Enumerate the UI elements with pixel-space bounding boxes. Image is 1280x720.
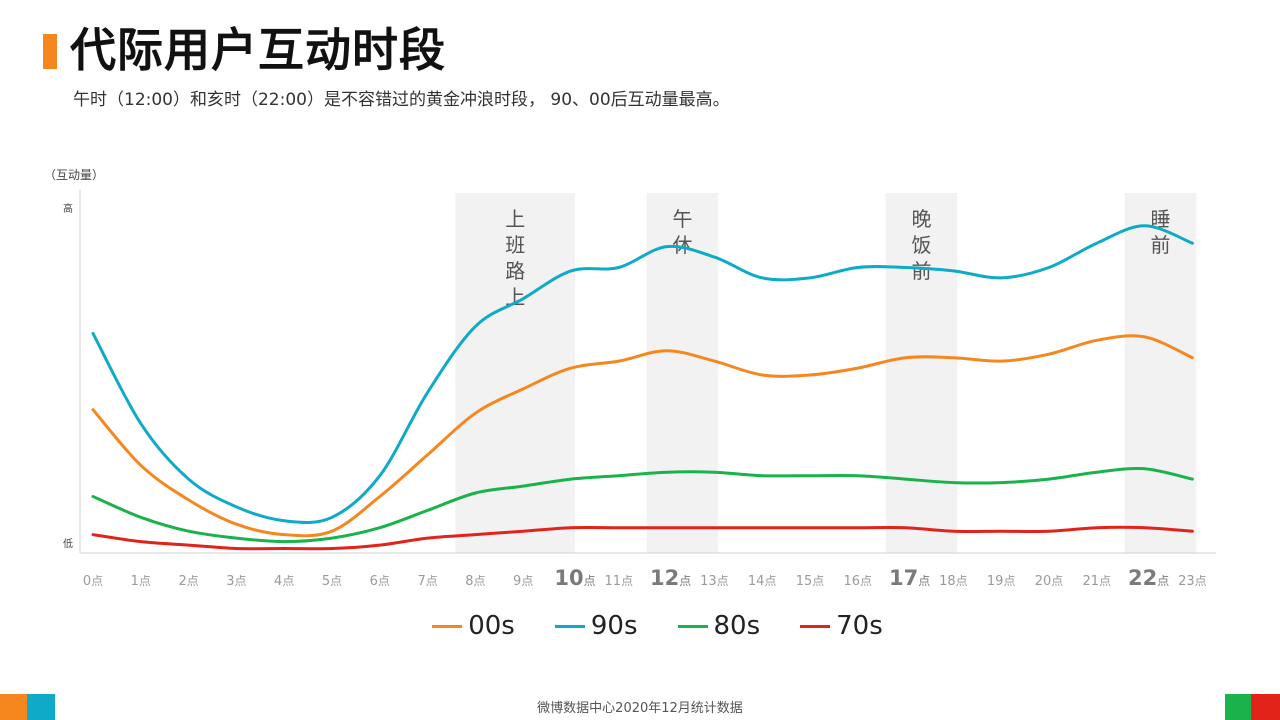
x-tick-label: 15点: [796, 574, 825, 589]
x-tick-label: 17点: [889, 566, 930, 590]
series-line-80s: [91, 466, 1194, 544]
legend-swatch: [800, 624, 831, 628]
x-tick-label: 18点: [939, 574, 968, 589]
x-tick-label: 4点: [274, 574, 294, 589]
band-label: 上: [505, 207, 525, 231]
legend-swatch: [677, 624, 708, 628]
legend-label: 00s: [468, 611, 515, 641]
corner-block-orange: [0, 694, 27, 720]
time-band: [885, 193, 958, 553]
x-tick-label: 5点: [322, 574, 342, 589]
legend-item-80s: 80s: [677, 611, 761, 641]
band-label: 睡: [1151, 207, 1171, 231]
x-tick-label: 16点: [844, 574, 873, 589]
band-label: 班: [505, 233, 525, 257]
band-label: 前: [912, 259, 932, 283]
legend-swatch: [432, 624, 463, 628]
series-line-70s: [91, 525, 1194, 551]
x-tick-label: 9点: [513, 574, 533, 589]
page-title: 代际用户互动时段: [70, 23, 446, 77]
x-tick-label: 13点: [700, 574, 729, 589]
x-tick-label: 14点: [748, 574, 777, 589]
band-label: 晚: [912, 207, 932, 231]
band-label: 路: [505, 259, 525, 283]
band-label: 午: [673, 207, 693, 231]
footer-source: 微博数据中心2020年12月统计数据: [537, 701, 743, 716]
corner-block-green: [1225, 694, 1251, 720]
band-label: 上: [505, 285, 525, 309]
legend-swatch: [554, 624, 585, 628]
time-band: [1124, 193, 1197, 553]
chart-legend: 00s 90s 80s 70s: [0, 611, 1280, 641]
band-label: 饭: [912, 233, 932, 257]
y-tick-high: 高: [63, 202, 73, 215]
title-accent-bar: [43, 34, 57, 69]
x-tick-label: 1点: [131, 574, 151, 589]
x-tick-label: 10点: [554, 566, 595, 590]
x-tick-label: 7点: [417, 574, 437, 589]
y-tick-low: 低: [63, 537, 73, 550]
legend-label: 70s: [836, 611, 883, 641]
corner-block-blue: [27, 694, 55, 720]
band-label: 休: [673, 233, 693, 257]
x-tick-label: 20点: [1035, 574, 1064, 589]
y-axis-title: （互动量）: [44, 168, 104, 182]
legend-label: 90s: [590, 611, 638, 641]
corner-block-red: [1251, 694, 1280, 720]
x-tick-label: 21点: [1083, 574, 1112, 589]
x-tick-label: 8点: [465, 574, 485, 589]
legend-label: 80s: [713, 611, 761, 641]
x-tick-label: 3点: [226, 574, 246, 589]
x-tick-label: 0点: [83, 574, 103, 589]
page-subtitle: 午时（12:00）和亥时（22:00）是不容错过的黄金冲浪时段， 90、00后互…: [73, 90, 730, 110]
x-tick-label: 2点: [178, 574, 198, 589]
x-tick-label: 12点: [650, 566, 691, 590]
x-tick-label: 23点: [1178, 574, 1207, 589]
x-tick-label: 22点: [1128, 566, 1169, 590]
band-label: 前: [1151, 233, 1171, 257]
series-line-90s: [91, 224, 1194, 524]
x-tick-label: 6点: [370, 574, 390, 589]
legend-item-70s: 70s: [800, 611, 883, 641]
x-tick-label: 11点: [605, 574, 634, 589]
x-tick-label: 19点: [987, 574, 1016, 589]
legend-item-00s: 00s: [432, 611, 515, 641]
series-line-00s: [91, 334, 1194, 538]
legend-item-90s: 90s: [554, 611, 638, 641]
